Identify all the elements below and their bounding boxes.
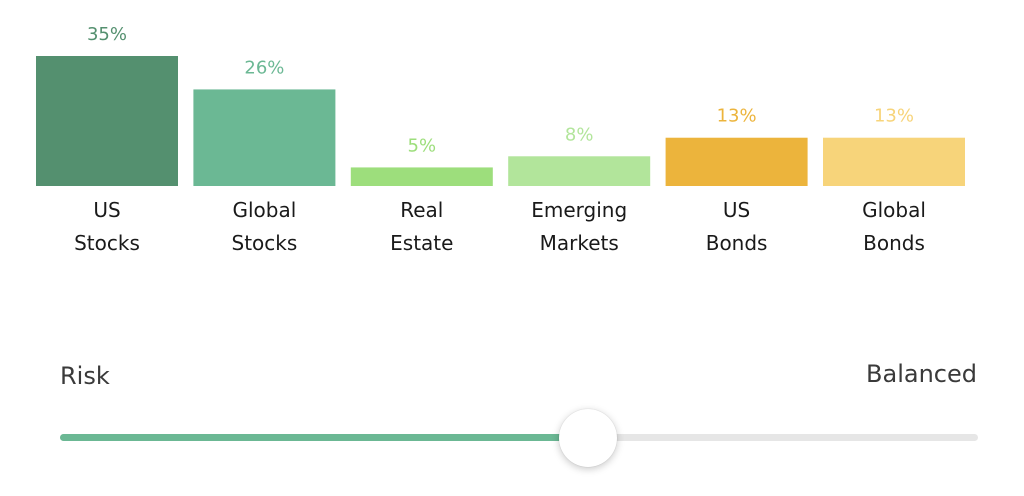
risk-slider-thumb[interactable] [558,409,617,467]
bar-2 [350,167,493,186]
slider-right-label: Balanced [866,360,977,388]
slider-left-label: Risk [60,362,110,390]
category-label-4-line-0: US [723,198,750,222]
bar-value-label-4: 13% [717,106,757,127]
bar-3 [508,156,651,186]
bar-4 [665,137,808,186]
bar-value-label-1: 26% [244,57,284,78]
category-label-2-line-0: Real [400,198,443,222]
bar-5 [823,137,965,186]
category-label-2-line-1: Estate [390,231,453,255]
allocation-bar-chart: 35% US Stocks 26% Global Stocks 5% Real Estate 8%… [36,24,965,255]
bar-value-label-2: 5% [408,135,437,156]
category-label-1-line-0: Global [232,198,296,222]
category-label-5-line-0: Global [862,198,926,222]
category-label-0-line-0: US [93,198,120,222]
category-label-4-line-1: Bonds [706,231,768,255]
category-label-5-line-1: Bonds [863,231,925,255]
category-label-1-line-1: Stocks [232,231,298,255]
bar-1 [193,89,336,186]
bar-value-label-5: 13% [874,106,914,127]
category-label-3-line-1: Markets [540,231,619,255]
bar-value-label-3: 8% [565,124,594,145]
category-label-0-line-1: Stocks [74,231,140,255]
bar-value-label-0: 35% [87,24,127,45]
bar-0 [36,56,178,186]
category-label-3-line-0: Emerging [531,198,627,222]
risk-slider-fill [60,434,588,441]
risk-slider-track[interactable] [60,434,978,441]
